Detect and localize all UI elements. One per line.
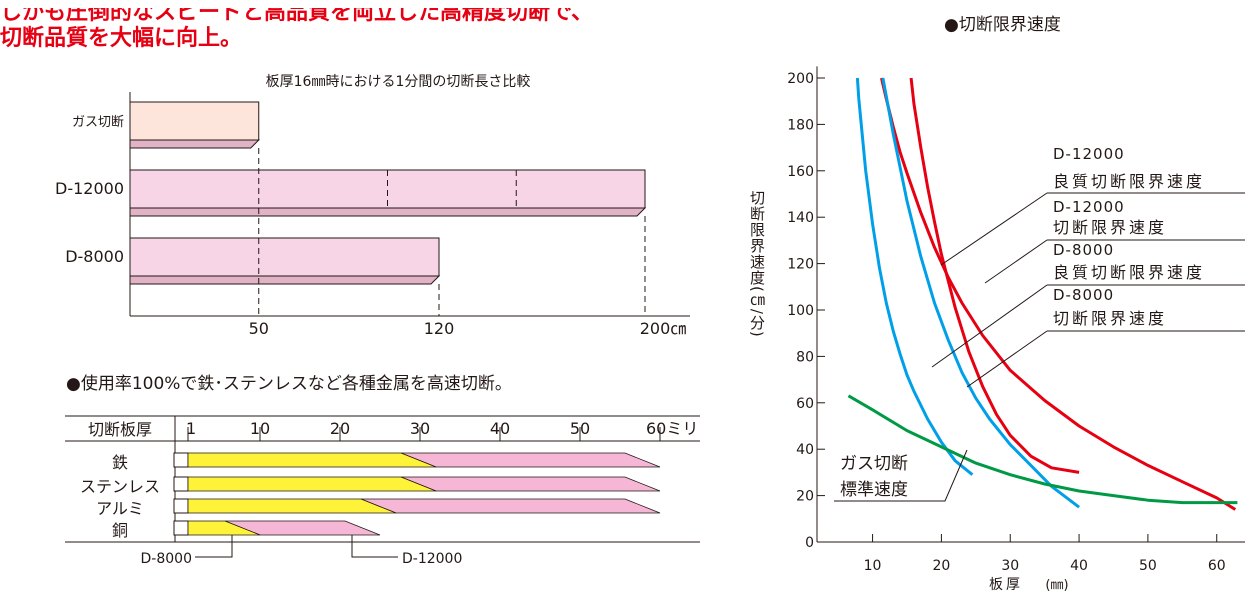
bar-item xyxy=(129,101,260,141)
bar-d12000-2 xyxy=(400,476,661,492)
annotation-model-4: D-8000 xyxy=(1053,286,1114,304)
series-d-12000 xyxy=(880,77,1237,511)
metal-start-box-2 xyxy=(173,476,189,492)
metal-label-3: アルミ xyxy=(96,499,144,518)
annotation-leader-3 xyxy=(931,284,1048,368)
metal-start-box-3 xyxy=(173,498,189,514)
annotation-leader-2 xyxy=(984,239,1048,284)
x-tick-50: 50 xyxy=(249,319,269,338)
bar-d12000-1 xyxy=(400,452,661,468)
x-tick-label-40: 40 xyxy=(1070,558,1088,574)
metal-chart-title: ●使用率100%で鉄･ステンレスなど各種金属を高速切断。 xyxy=(66,373,512,394)
annotation-model-1: D-12000 xyxy=(1053,145,1125,163)
bar-shadow-item xyxy=(129,139,260,149)
series-d-12000 xyxy=(909,77,1080,474)
annotation-model-5: ガス切断 xyxy=(840,454,908,474)
x-tick-label-20: 20 xyxy=(932,558,950,574)
thickness-tick-label-1: 1 xyxy=(186,419,196,438)
annotation-label-3: 良質切断限界速度 xyxy=(1053,263,1205,282)
bar-d-8000 xyxy=(129,237,440,277)
x-tick-label-60: 60 xyxy=(1208,558,1226,574)
thickness-tick-label-10: 10 xyxy=(250,419,270,438)
annotation-leader-5 xyxy=(834,449,968,502)
bar-d12000-3 xyxy=(360,498,661,514)
cut-length-chart-title: 板厚16㎜時における1分間の切断長さ比較 xyxy=(266,74,531,90)
bar-d8000-4 xyxy=(187,520,261,536)
annotation-label-5: 標準速度 xyxy=(840,480,908,500)
series-item xyxy=(847,394,1238,505)
bar-shadow-d-12000 xyxy=(129,207,647,217)
bar-shadow-d-8000 xyxy=(129,275,441,285)
series-d-8000 xyxy=(855,77,974,476)
annotation-label-1: 良質切断限界速度 xyxy=(1053,172,1205,191)
y-tick-label-60: 60 xyxy=(796,396,814,412)
annotation-label-4: 切断限界速度 xyxy=(1053,309,1167,328)
speed-chart-title: ●切断限界速度 xyxy=(944,15,1061,35)
speed-y-axis-label: 切断限界速度(㎝/分) xyxy=(748,190,766,338)
bar-d8000-3 xyxy=(187,498,397,514)
headline-line-2: 切断品質を大幅に向上。 xyxy=(0,26,243,51)
legend-label-d8000: D-8000 xyxy=(141,551,192,567)
x-tick-label-10: 10 xyxy=(864,558,882,574)
speed-x-axis-label: 板厚 xyxy=(989,577,1023,593)
thickness-tick-label-40: 40 xyxy=(490,419,510,438)
x-tick-label-50: 50 xyxy=(1139,558,1157,574)
x-tick-200: 200㎝ xyxy=(640,319,687,338)
x-tick-label-30: 30 xyxy=(1001,558,1019,574)
metal-label-1: 鉄 xyxy=(112,453,128,472)
x-tick-120: 120 xyxy=(424,319,455,338)
thickness-tick-label-20: 20 xyxy=(330,419,350,438)
annotation-model-3: D-8000 xyxy=(1053,241,1114,259)
y-tick-label-80: 80 xyxy=(796,349,814,365)
metal-label-4: 銅 xyxy=(112,521,128,540)
y-tick-label-0: 0 xyxy=(805,535,814,551)
speed-x-axis-unit: (㎜) xyxy=(1045,578,1068,593)
y-tick-label-180: 180 xyxy=(787,117,814,133)
headline: しかも圧倒的なスピードと高品質を両立した高精度切断で、 切断品質を大幅に向上。 xyxy=(0,0,720,51)
bar-d8000-1 xyxy=(187,452,437,468)
y-tick-label-120: 120 xyxy=(787,257,814,273)
legend-label-d12000: D-12000 xyxy=(402,551,462,567)
y-tick-label-100: 100 xyxy=(787,303,814,319)
legend-leader-d12000 xyxy=(351,535,398,558)
metal-start-box-1 xyxy=(173,452,189,468)
annotation-label-2: 切断限界速度 xyxy=(1053,218,1167,237)
y-tick-label-160: 160 xyxy=(787,164,814,180)
y-tick-label-140: 140 xyxy=(787,210,814,226)
thickness-header-label: 切断板厚 xyxy=(88,420,152,439)
metal-start-box-4 xyxy=(173,520,189,536)
y-tick-label-40: 40 xyxy=(796,442,814,458)
category-label-item: ガス切断 xyxy=(72,115,124,130)
annotation-leader-1 xyxy=(940,192,1048,266)
headline-line-1: しかも圧倒的なスピードと高品質を両立した高精度切断で、 xyxy=(0,0,594,25)
series-d-8000 xyxy=(881,77,1081,509)
thickness-tick-label-30: 30 xyxy=(410,419,430,438)
y-tick-label-20: 20 xyxy=(796,489,814,505)
metal-label-2: ステンレス xyxy=(80,477,160,496)
bar-d8000-2 xyxy=(187,476,437,492)
annotation-model-2: D-12000 xyxy=(1053,198,1125,216)
annotation-leader-4 xyxy=(966,330,1048,388)
y-tick-label-200: 200 xyxy=(787,71,814,87)
category-label-d-8000: D-8000 xyxy=(65,247,124,266)
category-label-d-12000: D-12000 xyxy=(55,179,124,198)
thickness-tick-label-60: 60ミリ xyxy=(646,419,698,438)
thickness-tick-label-50: 50 xyxy=(570,419,590,438)
legend-leader-d8000 xyxy=(195,535,233,558)
